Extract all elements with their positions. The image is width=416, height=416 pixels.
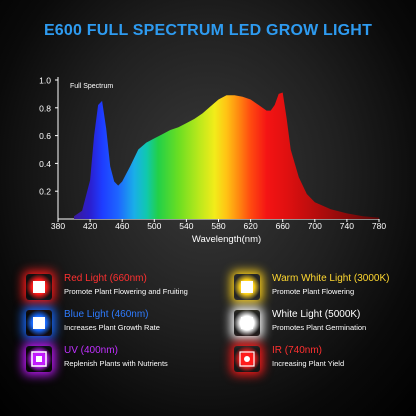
legend-title: Warm White Light (3000K) [272,273,390,284]
spectrum-chart: 0.2 0.4 0.6 0.8 1.0 380 420 460 500 540 580 620 660 7… [39,76,386,246]
x-tick-label: 380 [51,221,65,231]
y-tick-label: 0.4 [39,159,51,169]
x-tick-label: 460 [115,221,129,231]
x-tick-label: 780 [372,221,386,231]
legend-item: Warm White Light (3000K) Promote Plant Fl… [208,270,408,306]
legend-description: Promotes Plant Germination [272,323,367,332]
legend-description: Increasing Plant Yield [272,359,345,368]
legend-description: Replenish Plants with Nutrients [64,359,168,368]
legend-item: IR (740nm) Increasing Plant Yield [208,342,408,378]
ir-led-icon [234,346,260,372]
x-axis-label: Wavelength(nm) [192,234,261,245]
legend-description: Increases Plant Growth Rate [64,323,160,332]
legend-description: Promote Plant Flowering and Fruiting [64,287,188,296]
legend-item: Blue Light (460nm) Increases Plant Growth… [0,306,200,342]
uv-led-icon [26,346,52,372]
legend-item: UV (400nm) Replenish Plants with Nutrient… [0,342,200,378]
y-tick-label: 0.6 [39,131,51,141]
legend-title: IR (740nm) [272,345,323,356]
red-led-icon [26,274,52,300]
x-tick-label: 620 [244,221,258,231]
chart-marks [74,92,379,219]
x-tick-label: 540 [179,221,193,231]
y-tick-label: 1.0 [39,76,51,86]
spectrum-area [74,92,379,219]
x-tick-label: 660 [276,221,290,231]
white-led-icon [234,310,260,336]
legend-item: White Light (5000K) Promotes Plant Germin… [208,306,408,342]
y-tick-label: 0.8 [39,103,51,113]
blue-led-icon [26,310,52,336]
x-tick-label: 740 [340,221,354,231]
legend-title: White Light (5000K) [272,309,361,320]
warm-white-led-icon [234,274,260,300]
x-tick-label: 700 [308,221,322,231]
y-tick-label: 0.2 [39,187,51,197]
x-tick-label: 580 [211,221,225,231]
page-title: E600 FULL SPECTRUM LED GROW LIGHT [43,22,373,39]
legend-item: Red Light (660nm) Promote Plant Flowering… [0,270,200,306]
x-tick-label: 420 [83,221,97,231]
legend-title: UV (400nm) [64,345,118,356]
x-tick-label: 500 [147,221,161,231]
legend-title: Red Light (660nm) [64,273,147,284]
legend-title: Blue Light (460nm) [64,309,149,320]
legend-description: Promote Plant Flowering [272,287,355,296]
chart-title: Full Spectrum [70,83,113,90]
